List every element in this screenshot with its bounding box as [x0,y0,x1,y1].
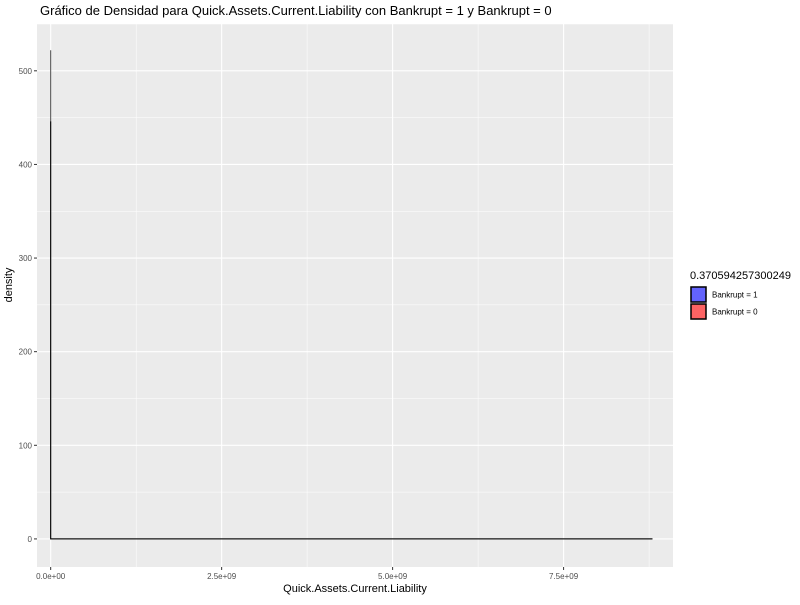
y-tick-label: 500 [19,67,33,76]
legend-title: 0.370594257300249 [690,270,791,282]
y-tick-label: 400 [19,160,33,169]
chart-title: Gráfico de Densidad para Quick.Assets.Cu… [40,3,552,18]
density-series-2 [50,121,653,540]
minor-grid [37,23,673,567]
legend-key-swatch [690,303,707,320]
legend-label: Bankrupt = 1 [712,291,758,300]
plot-panel [37,24,673,567]
x-tick-label: 7.5e+09 [549,572,579,581]
x-tick-label: 5.0e+09 [378,572,408,581]
x-axis: 0.0e+00 2.5e+09 5.0e+09 7.5e+09 [36,567,579,581]
y-axis-title: density [3,267,15,302]
y-tick-label: 300 [19,254,33,263]
y-tick-label: 200 [19,348,33,357]
y-tick-label: 100 [19,441,33,450]
legend-label: Bankrupt = 0 [712,308,758,317]
x-tick-label: 2.5e+09 [207,572,237,581]
series-layer [50,50,653,540]
y-tick-label: 0 [28,535,33,544]
x-axis-title: Quick.Assets.Current.Liability [283,583,427,595]
x-tick-label: 0.0e+00 [36,572,66,581]
legend-items: Bankrupt = 1 Bankrupt = 0 [690,286,758,320]
legend-key-swatch [690,286,707,303]
y-axis: 0 100 200 300 400 500 [19,67,37,544]
